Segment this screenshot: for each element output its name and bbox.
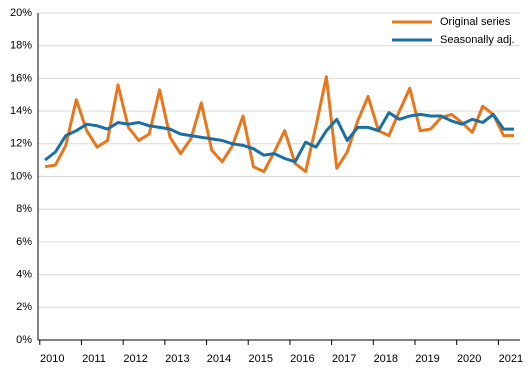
y-tick-label: 16% [10, 72, 32, 84]
x-tick-label: 2017 [332, 353, 356, 365]
x-tick-label: 2010 [40, 353, 64, 365]
series-line [44, 75, 514, 174]
legend-label: Original series [440, 16, 511, 28]
x-tick-label: 2011 [82, 353, 106, 365]
x-tick-label: 2021 [499, 353, 523, 365]
x-tick-label: 2020 [457, 353, 481, 365]
legend-label: Seasonally adj. [440, 34, 515, 46]
x-tick-label: 2013 [165, 353, 189, 365]
x-tick-label: 2014 [207, 353, 231, 365]
y-tick-label: 18% [10, 40, 32, 52]
x-tick-label: 2012 [123, 353, 147, 365]
x-tick-label: 2018 [374, 353, 398, 365]
y-tick-label: 10% [10, 170, 32, 182]
x-tick-label: 2016 [290, 353, 314, 365]
y-tick-label: 20% [10, 7, 32, 19]
y-tick-label: 12% [10, 138, 32, 150]
x-tick-label: 2019 [415, 353, 439, 365]
y-tick-label: 4% [16, 269, 32, 281]
y-tick-label: 2% [16, 301, 32, 313]
series-line [44, 111, 514, 164]
y-tick-label: 8% [16, 203, 32, 215]
y-tick-label: 0% [16, 334, 32, 346]
x-tick-label: 2015 [248, 353, 272, 365]
y-tick-label: 6% [16, 236, 32, 248]
y-tick-label: 14% [10, 105, 32, 117]
